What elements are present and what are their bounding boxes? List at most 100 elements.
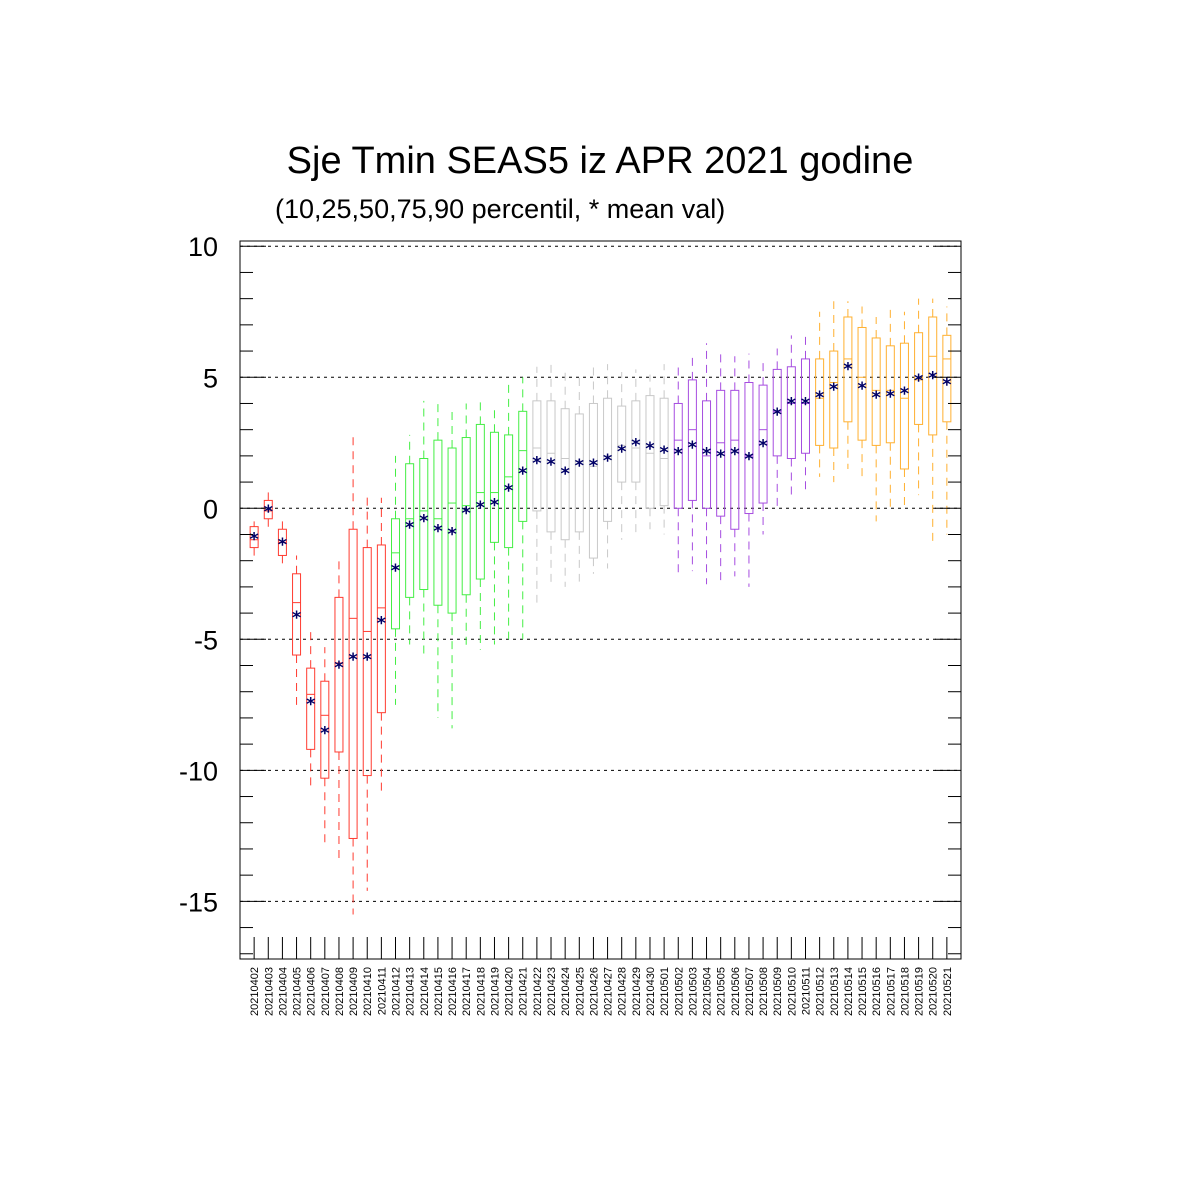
xtick-label: 20210408 [334,967,346,1016]
box-20210409 [348,434,358,915]
box-20210519 [914,298,924,496]
xtick-label: 20210428 [617,967,629,1016]
box-20210425 [574,372,584,582]
box-20210510 [786,335,796,496]
box-20210424 [560,366,570,587]
mean-marker: * [320,723,330,744]
mean-marker: * [631,435,641,456]
iqr-box [914,332,924,425]
box-20210512 [815,311,825,477]
mean-marker: * [405,517,415,538]
box-20210411 [376,497,386,797]
iqr-box [772,368,782,457]
box-20210427 [603,364,613,569]
box-20210508 [758,358,768,535]
xtick-label: 20210417 [461,967,473,1016]
mean-marker: * [773,405,783,426]
xtick-label: 20210503 [687,967,699,1016]
xtick-label: 20210407 [320,967,332,1016]
xtick-label: 20210508 [758,967,770,1016]
xtick-label: 20210412 [391,967,403,1016]
iqr-box [744,382,754,515]
ytick-label: 10 [188,232,218,262]
box-20210506 [730,356,740,577]
mean-marker: * [730,444,740,465]
xtick-label: 20210421 [518,967,530,1016]
mean-marker: * [461,503,471,524]
mean-marker: * [688,437,698,458]
mean-marker: * [758,436,768,457]
iqr-box [461,437,471,596]
iqr-box [306,667,316,750]
iqr-box [786,366,796,459]
xtick-label: 20210422 [532,967,544,1016]
xtick-label: 20210403 [263,967,275,1016]
iqr-box [249,526,259,549]
mean-marker: * [829,380,839,401]
mean-marker: * [363,650,373,671]
iqr-box [673,402,683,509]
box-20210503 [687,356,697,572]
iqr-box [843,316,853,423]
mean-marker: * [900,384,910,405]
iqr-box [489,431,499,543]
xtick-label: 20210521 [942,967,954,1016]
iqr-box [928,316,938,436]
iqr-box [391,518,401,630]
mean-marker: * [518,464,528,485]
ytick-label: 5 [203,363,218,393]
box-20210511 [800,332,810,496]
ytick-label: 0 [203,494,218,524]
box-20210514 [843,301,853,469]
mean-marker: * [546,454,556,475]
iqr-box [447,447,457,614]
plot-frame [239,240,962,960]
box-20210429 [631,369,641,535]
xtick-label: 20210404 [277,967,289,1016]
iqr-box [376,544,386,714]
ytick-label: -15 [179,887,218,917]
mean-marker: * [292,608,302,629]
box-20210501 [659,364,669,535]
box-20210415 [433,398,443,718]
box-20210520 [928,298,938,545]
xtick-label: 20210424 [560,967,572,1016]
xtick-label: 20210410 [362,967,374,1016]
box-20210422 [532,366,542,603]
mean-marker: * [348,650,358,671]
xtick-label: 20210515 [857,967,869,1016]
box-20210428 [617,372,627,540]
mean-marker: * [490,495,500,516]
mean-marker: * [815,388,825,409]
iqr-box [504,434,514,549]
box-20210502 [673,361,683,577]
xtick-label: 20210409 [348,967,360,1016]
box-20210421 [518,377,528,640]
box-20210403 [263,489,273,530]
xtick-label: 20210419 [489,967,501,1016]
mean-marker: * [659,443,669,464]
iqr-box [885,345,895,444]
mean-marker: * [674,444,684,465]
iqr-box [419,457,429,591]
xtick-label: 20210513 [829,967,841,1016]
mean-marker: * [942,375,952,396]
box-20210430 [645,374,655,530]
xtick-label: 20210504 [702,967,714,1016]
iqr-box [687,379,697,501]
mean-marker: * [801,394,811,415]
box-20210518 [899,311,909,509]
xtick-label: 20210514 [843,967,855,1016]
iqr-box [603,397,613,522]
box-20210516 [871,316,881,522]
xtick-label: 20210405 [292,967,304,1016]
mean-marker: * [476,498,486,519]
iqr-box [532,400,542,512]
iqr-box [560,408,570,541]
iqr-box [546,400,556,533]
chart-subtitle: (10,25,50,75,90 percentil, * mean val) [275,194,726,224]
xtick-label: 20210512 [815,967,827,1016]
box-20210426 [588,366,598,574]
